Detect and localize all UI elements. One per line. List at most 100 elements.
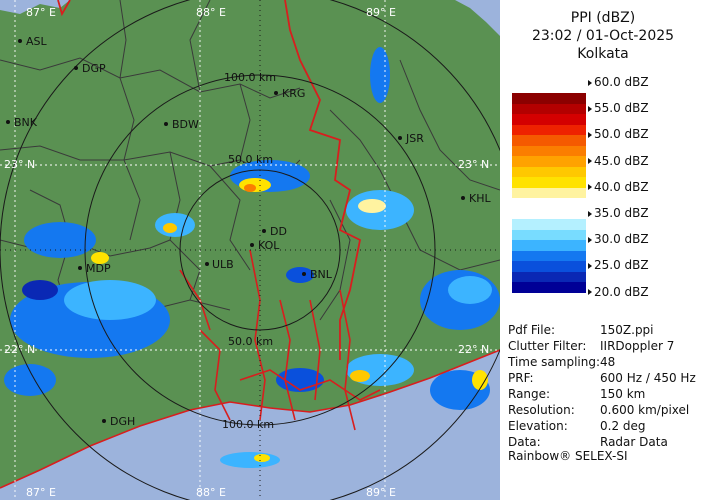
scale-swatch (512, 166, 586, 178)
range-label-50km-top: 50.0 km (228, 153, 273, 166)
scale-swatch (512, 93, 586, 104)
scale-tick: 55.0 dBZ (588, 102, 649, 115)
scale-tick: 25.0 dBZ (588, 259, 649, 272)
info-key: Pdf File: (508, 323, 556, 337)
tick-arrow-icon (588, 158, 592, 165)
tick-arrow-icon (588, 131, 592, 138)
tick-arrow-icon (588, 79, 592, 86)
scale-tick: 30.0 dBZ (588, 233, 649, 246)
scale-swatch (512, 187, 586, 199)
sea-top-left (0, 0, 70, 14)
lon-label-88e-bottom: 88° E (196, 486, 226, 499)
city-khl: KHL (469, 192, 491, 205)
tick-label: 55.0 dBZ (594, 101, 649, 116)
lon-label-87e-top: 87° E (26, 6, 56, 19)
scale-swatch (512, 261, 586, 272)
scale-tick: 20.0 dBZ (588, 284, 649, 299)
scale-swatch (512, 124, 586, 136)
city-bdw: BDW (172, 118, 199, 131)
range-label-50km-bottom: 50.0 km (228, 335, 273, 348)
city-bnl: BNL (310, 268, 333, 281)
footer-credit: Rainbow® SELEX-SI (508, 449, 628, 463)
scale-swatch (512, 229, 586, 241)
info-row: Range: 150 km (508, 386, 696, 402)
info-value: Radar Data (600, 435, 668, 449)
info-value: 48 (600, 355, 616, 369)
lat-label-23n: 23° N (4, 158, 35, 171)
scale-swatch (512, 240, 586, 251)
scale-swatch (512, 271, 586, 283)
info-row: Time sampling:48 (508, 354, 696, 370)
scale-swatch (512, 103, 586, 115)
coastline-rivers (0, 249, 500, 489)
tick-label: 50.0 dBZ (594, 127, 649, 142)
info-value: 0.600 km/pixel (600, 403, 690, 417)
tick-arrow-icon (588, 236, 592, 243)
sea-top-right (455, 0, 500, 36)
city-dd: DD (270, 225, 287, 238)
scale-swatch (512, 219, 586, 230)
scale-tick: 60.0 dBZ (588, 76, 649, 89)
scale-swatch (512, 114, 586, 125)
info-key: Range: (508, 387, 551, 401)
radar-echoes (4, 47, 500, 468)
city-bnk: BNK (14, 116, 38, 129)
scale-swatch (512, 208, 586, 220)
info-key: Elevation: (508, 419, 568, 433)
lat-label-22n-right: 22° N (458, 343, 489, 356)
lat-label-22n: 22° N (4, 343, 35, 356)
scale-swatch (512, 82, 586, 94)
scale-swatch (512, 198, 586, 209)
city-krg: KRG (282, 87, 305, 100)
city-mdp: MDP (86, 262, 111, 275)
station-name: Kolkata (577, 46, 629, 62)
scale-swatch (512, 72, 586, 83)
tick-label: 30.0 dBZ (594, 232, 649, 247)
info-value: IIRDoppler 7 (600, 339, 675, 353)
tick-label: 45.0 dBZ (594, 153, 649, 168)
scale-swatch (512, 282, 586, 293)
lon-label-88e-top: 88° E (196, 6, 226, 19)
info-row: Pdf File: 150Z.ppi (508, 322, 696, 338)
info-value: 150Z.ppi (600, 323, 654, 337)
city-dgh: DGH (110, 415, 135, 428)
scale-swatch (512, 135, 586, 146)
info-key: Data: (508, 435, 541, 449)
info-row: Data: Radar Data (508, 434, 696, 450)
tick-label: 35.0 dBZ (594, 206, 649, 220)
city-ulb: ULB (212, 258, 234, 271)
city-kol: KOL (258, 239, 280, 252)
info-row: PRF: 600 Hz / 450 Hz (508, 370, 696, 386)
grid-labels: 87° E 88° E 89° E 23° N 22° N 87° E 88° … (4, 6, 489, 499)
info-row: Resolution: 0.600 km/pixel (508, 402, 696, 418)
info-panel: PPI (dBZ) 23:02 / 01-Oct-2025 Kolkata 60… (500, 0, 706, 500)
radar-map: 87° E 88° E 89° E 23° N 22° N 87° E 88° … (0, 0, 500, 500)
scale-swatch (512, 250, 586, 262)
scale-swatch (512, 145, 586, 157)
range-label-100km-top: 100.0 km (224, 71, 276, 84)
range-rings (0, 0, 500, 500)
lat-label-23n-right: 23° N (458, 158, 489, 171)
tick-label: 25.0 dBZ (594, 258, 649, 273)
info-value: 600 Hz / 450 Hz (600, 371, 696, 385)
scale-swatch (512, 156, 586, 167)
info-key: Time sampling: (508, 355, 601, 369)
lon-label-89e-top: 89° E (366, 6, 396, 19)
info-row: Clutter Filter: IIRDoppler 7 (508, 338, 696, 354)
tick-arrow-icon (588, 184, 592, 191)
city-jsr: JSR (405, 132, 424, 145)
tick-arrow-icon (588, 262, 592, 269)
tick-label: 40.0 dBZ (594, 179, 649, 194)
scale-tick: 35.0 dBZ (588, 207, 649, 220)
scan-datetime: 23:02 / 01-Oct-2025 (531, 28, 675, 44)
lon-label-89e-bottom: 89° E (366, 486, 396, 499)
lon-label-87e-bottom: 87° E (26, 486, 56, 499)
tick-label: 60.0 dBZ (594, 75, 649, 89)
info-key: Clutter Filter: (508, 339, 587, 353)
info-key: PRF: (508, 371, 534, 385)
city-markers: ASL DGP BNK BDW KRG JSR KHL DD KOL ULB M… (6, 35, 491, 428)
range-labels: 100.0 km 50.0 km 50.0 km 100.0 km (222, 71, 276, 431)
tick-label: 20.0 dBZ (594, 284, 649, 299)
range-label-100km-bottom: 100.0 km (222, 418, 274, 431)
color-scale: 60.0 dBZ 55.0 dBZ 50.0 dBZ 45.0 dBZ 40.0 dBZ… (512, 72, 702, 298)
